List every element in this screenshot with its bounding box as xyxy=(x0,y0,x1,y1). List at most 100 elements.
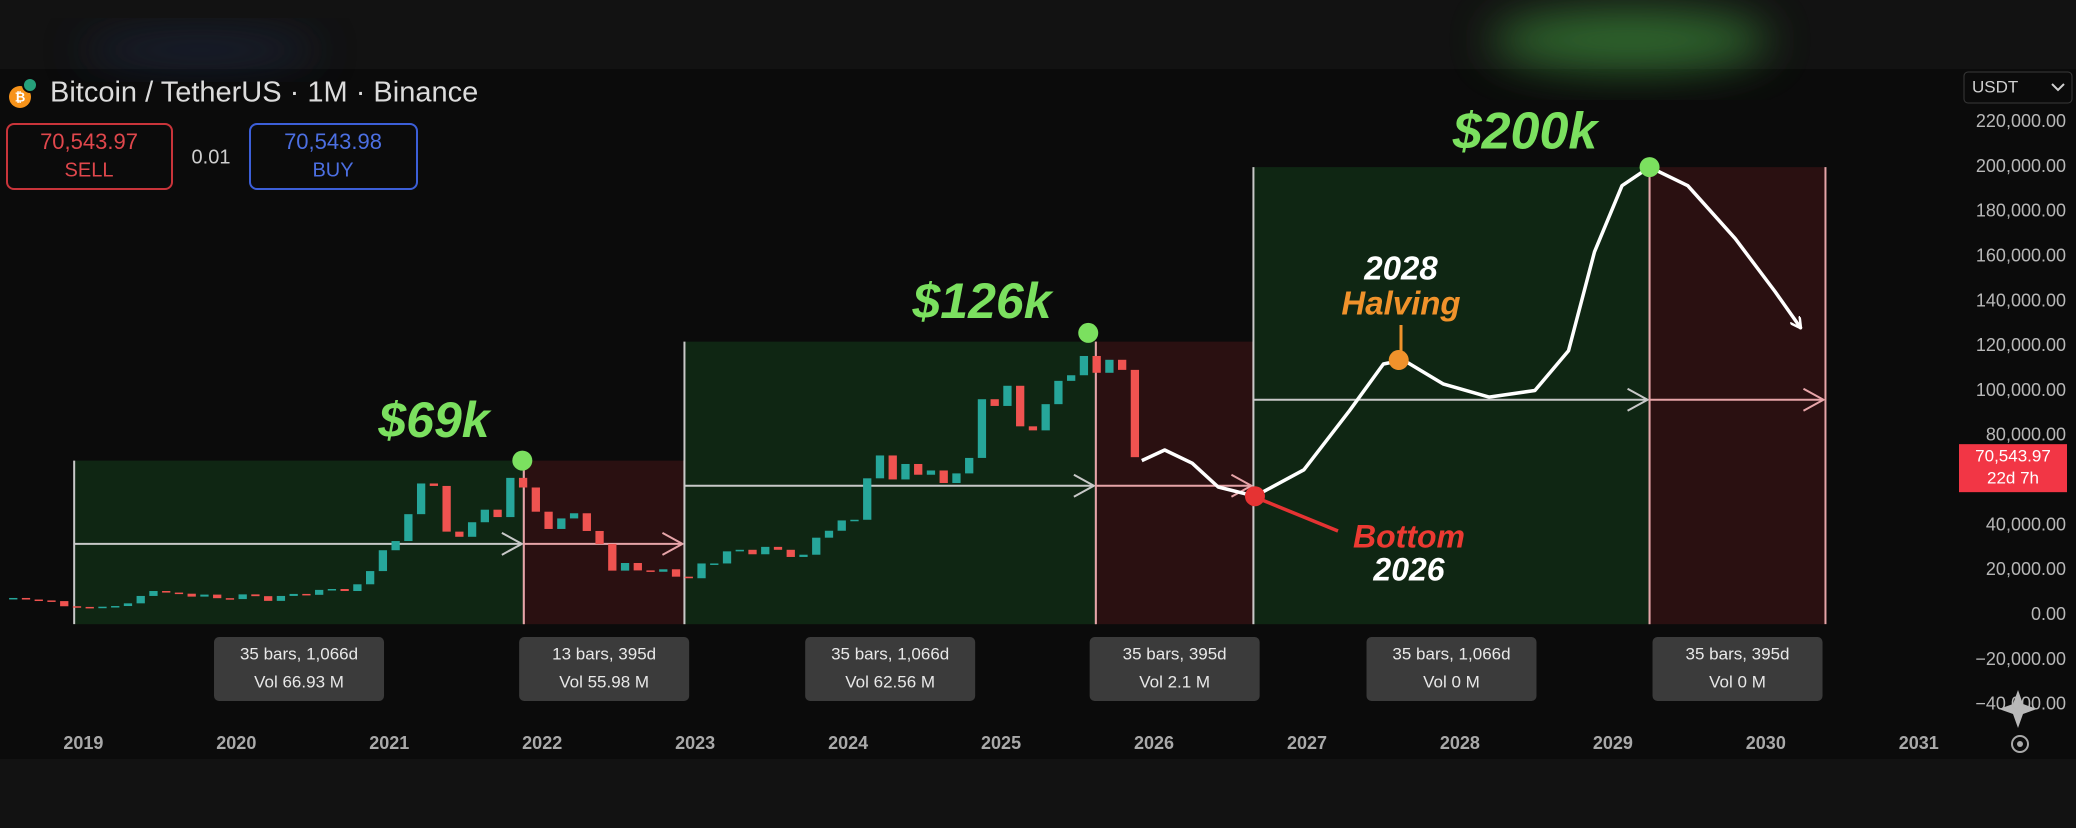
candle xyxy=(174,592,184,595)
y-tick-label: 160,000.00 xyxy=(1976,245,2066,265)
candle xyxy=(939,470,948,484)
x-tick-label: 2019 xyxy=(63,733,103,753)
y-tick-label: 100,000.00 xyxy=(1976,380,2066,400)
annotation: Halving xyxy=(1341,285,1460,322)
point-marker xyxy=(1244,486,1265,507)
spread: 0.01 xyxy=(192,146,231,168)
y-tick-label: 80,000.00 xyxy=(1986,425,2066,445)
range-bars: 13 bars, 395d xyxy=(552,644,656,663)
candle xyxy=(1016,385,1025,427)
candle xyxy=(85,606,94,609)
candle xyxy=(225,598,235,600)
range-volume: Vol 0 M xyxy=(1709,672,1766,691)
x-tick-label: 2025 xyxy=(981,733,1021,753)
y-tick-label: 200,000.00 xyxy=(1976,156,2066,176)
candle xyxy=(187,593,196,597)
candle xyxy=(302,593,311,596)
buy-label: BUY xyxy=(312,159,353,181)
candle xyxy=(1003,385,1012,406)
candle xyxy=(748,549,757,555)
candle xyxy=(1118,359,1127,370)
arrow-head xyxy=(661,531,685,556)
y-tick-label: −40,000.00 xyxy=(1975,694,2066,714)
candle xyxy=(812,537,821,555)
x-tick-label: 2030 xyxy=(1746,733,1786,753)
range-bars: 35 bars, 395d xyxy=(1686,644,1790,663)
candle xyxy=(824,530,834,538)
y-tick-label: 40,000.00 xyxy=(1986,514,2066,534)
candle xyxy=(799,554,808,557)
candle xyxy=(276,595,286,601)
x-tick-label: 2021 xyxy=(369,733,409,753)
range-volume: Vol 55.98 M xyxy=(559,672,649,691)
range-volume: Vol 62.56 M xyxy=(845,672,935,691)
candle xyxy=(1054,380,1063,405)
sell-button[interactable] xyxy=(6,123,173,190)
candle xyxy=(531,487,540,512)
annotation: 2026 xyxy=(1372,551,1444,587)
candle xyxy=(952,473,961,484)
currency-dropdown[interactable] xyxy=(1963,71,2073,104)
candle xyxy=(9,597,18,600)
range-bars: 35 bars, 1,066d xyxy=(831,644,949,663)
y-tick-label: 140,000.00 xyxy=(1976,290,2066,310)
candle xyxy=(786,549,795,557)
range-label-box xyxy=(1652,637,1823,701)
candle xyxy=(480,509,489,523)
candle xyxy=(213,594,222,599)
projection-line xyxy=(1141,165,1801,498)
candle xyxy=(608,543,617,571)
candle xyxy=(429,483,439,486)
candle xyxy=(123,603,133,607)
settings-icon[interactable] xyxy=(2011,735,2029,753)
candle xyxy=(111,606,120,608)
candle xyxy=(595,530,604,544)
y-tick-label: 120,000.00 xyxy=(1976,335,2066,355)
range-label-box xyxy=(1366,637,1537,701)
candle xyxy=(926,470,936,475)
candle xyxy=(404,514,413,542)
blur-glow xyxy=(80,34,320,66)
range-volume: Vol 2.1 M xyxy=(1139,672,1210,691)
x-tick-label: 2022 xyxy=(522,733,562,753)
range-box xyxy=(523,460,685,625)
currency: USDT xyxy=(1972,77,2018,96)
candle xyxy=(506,477,515,518)
candle xyxy=(200,594,209,597)
candle xyxy=(378,550,388,572)
point-marker xyxy=(1639,157,1660,178)
last-price-box xyxy=(1959,444,2067,493)
candle xyxy=(98,606,107,609)
settings-icon-dot xyxy=(2017,741,2023,747)
candle xyxy=(850,519,859,522)
point-marker xyxy=(1388,350,1409,371)
candle xyxy=(467,522,477,537)
candle xyxy=(773,546,783,550)
buy-button[interactable] xyxy=(249,123,418,190)
plot: 35 bars, 1,066d Vol 66.93 M 13 bars, 395d V… xyxy=(9,157,1827,701)
x-tick-label: 2031 xyxy=(1899,733,1939,753)
annotation: 2028 xyxy=(1363,250,1438,287)
y-tick-label: 0.00 xyxy=(2031,604,2066,624)
range-bars: 35 bars, 395d xyxy=(1123,644,1227,663)
candle xyxy=(340,588,349,592)
candle xyxy=(416,483,426,515)
candle xyxy=(34,599,43,602)
candle xyxy=(901,463,910,480)
range-label-box xyxy=(214,637,385,701)
countdown: 22d 7h xyxy=(1987,469,2039,488)
annotation: $69k xyxy=(377,392,491,448)
candle xyxy=(684,576,693,579)
candle xyxy=(659,569,668,572)
candle xyxy=(888,455,897,480)
sell-price: 70,543.97 xyxy=(40,129,138,154)
x-tick-label: 2023 xyxy=(675,733,715,753)
candle xyxy=(697,563,706,579)
arrow-head xyxy=(1802,387,1826,412)
range-box xyxy=(1095,341,1254,625)
point-marker xyxy=(1078,322,1099,343)
range-label-box xyxy=(1089,637,1260,701)
candle xyxy=(710,563,719,565)
arrow-head xyxy=(1627,387,1650,412)
range-box xyxy=(1649,167,1826,625)
